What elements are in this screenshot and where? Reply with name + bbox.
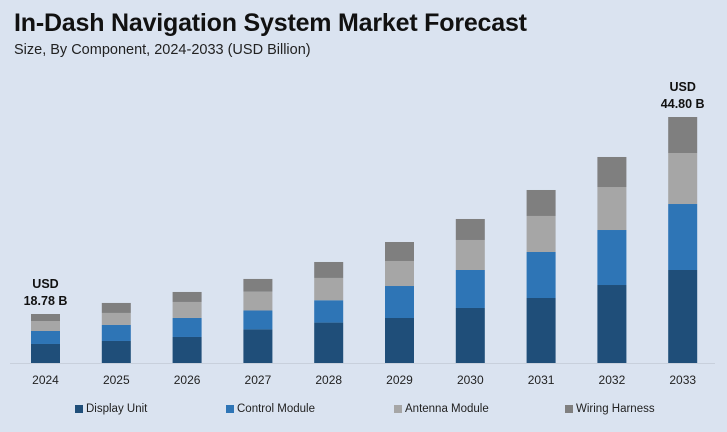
annotations: USD 18.78 B USD 44.80 B — [24, 80, 705, 308]
bar-segment-2032-wiring-harness — [597, 156, 627, 188]
legend-item-antenna-module: Antenna Module — [394, 403, 489, 415]
bar-segment-2033-display-unit — [668, 270, 698, 363]
x-tick-label: 2025 — [103, 373, 130, 387]
bar-segment-2031-wiring-harness — [526, 189, 556, 216]
bar-segment-2028-display-unit — [314, 322, 344, 363]
bar-segment-2031-display-unit — [526, 298, 556, 363]
legend-item-control-module: Control Module — [226, 403, 315, 415]
bar-segment-2030-wiring-harness — [455, 218, 485, 240]
legend-swatch — [226, 405, 234, 413]
bar-segment-2029-antenna-module — [385, 260, 414, 287]
total-annotation-2033: USD — [669, 80, 695, 94]
x-tick-label: 2026 — [174, 373, 201, 387]
bar-segment-2031-antenna-module — [526, 215, 556, 252]
bar-segment-2026-control-module — [172, 317, 202, 337]
bar-segment-2025-control-module — [101, 324, 131, 341]
bars-group — [31, 117, 698, 363]
bar-segment-2030-antenna-module — [455, 239, 485, 270]
x-tick-label: 2033 — [669, 373, 696, 387]
bar-segment-2027-antenna-module — [243, 291, 273, 311]
bar-segment-2024-wiring-harness — [31, 314, 60, 321]
x-tick-label: 2024 — [32, 373, 59, 387]
bar-segment-2032-display-unit — [597, 285, 627, 363]
legend-item-wiring-harness: Wiring Harness — [565, 403, 655, 415]
x-tick-label: 2028 — [315, 373, 342, 387]
bar-segment-2025-antenna-module — [101, 312, 131, 325]
bar-segment-2033-antenna-module — [668, 153, 698, 205]
bar-segment-2026-wiring-harness — [172, 291, 202, 302]
bar-segment-2031-control-module — [526, 251, 556, 298]
legend-swatch — [565, 405, 573, 413]
bar-segment-2029-display-unit — [385, 318, 414, 363]
bar-segment-2024-control-module — [31, 330, 60, 344]
x-tick-label: 2032 — [599, 373, 626, 387]
x-tick-label: 2030 — [457, 373, 484, 387]
bar-segment-2030-display-unit — [455, 307, 485, 363]
bar-segment-2032-control-module — [597, 230, 627, 286]
bar-segment-2028-wiring-harness — [314, 261, 344, 278]
total-annotation-2024: USD — [32, 277, 58, 291]
total-annotation-2024: 18.78 B — [24, 294, 68, 308]
legend-item-display-unit: Display Unit — [75, 403, 147, 415]
bar-segment-2025-display-unit — [101, 340, 131, 363]
bar-segment-2033-control-module — [668, 204, 698, 270]
legend-label: Control Module — [237, 403, 315, 415]
legend-swatch — [75, 405, 83, 413]
bar-segment-2025-wiring-harness — [101, 302, 131, 313]
bar-segment-2027-display-unit — [243, 329, 273, 363]
bar-segment-2028-antenna-module — [314, 277, 344, 301]
bar-segment-2024-display-unit — [31, 344, 60, 363]
x-tick-label: 2027 — [245, 373, 272, 387]
bar-segment-2029-wiring-harness — [385, 242, 414, 261]
bar-segment-2027-wiring-harness — [243, 278, 273, 292]
x-tick-labels: 2024 2025 2026 2027 2028 2029 2030 2031 2032 2033 — [32, 373, 696, 387]
bar-segment-2029-control-module — [385, 286, 414, 318]
bar-segment-2032-antenna-module — [597, 187, 627, 231]
legend-swatch — [394, 405, 402, 413]
bar-segment-2026-antenna-module — [172, 301, 202, 318]
bar-segment-2028-control-module — [314, 300, 344, 323]
legend-label: Display Unit — [86, 403, 148, 415]
x-tick-label: 2029 — [386, 373, 413, 387]
legend-label: Antenna Module — [405, 403, 489, 415]
chart-title: In-Dash Navigation System Market Forecas… — [14, 9, 527, 37]
bar-segment-2026-display-unit — [172, 336, 202, 363]
bar-segment-2027-control-module — [243, 310, 273, 330]
bar-segment-2024-antenna-module — [31, 321, 60, 331]
legend-label: Wiring Harness — [576, 403, 655, 415]
bar-segment-2030-control-module — [455, 269, 485, 308]
total-annotation-2033: 44.80 B — [661, 97, 705, 111]
bar-segment-2033-wiring-harness — [668, 117, 698, 154]
stacked-bar-chart: 2024 2025 2026 2027 2028 2029 2030 2031 2032 2033… — [10, 80, 715, 387]
chart-subtitle: Size, By Component, 2024-2033 (USD Billi… — [14, 42, 311, 58]
legend: Display Unit Control Module Antenna Module… — [0, 403, 727, 419]
x-tick-label: 2031 — [528, 373, 555, 387]
